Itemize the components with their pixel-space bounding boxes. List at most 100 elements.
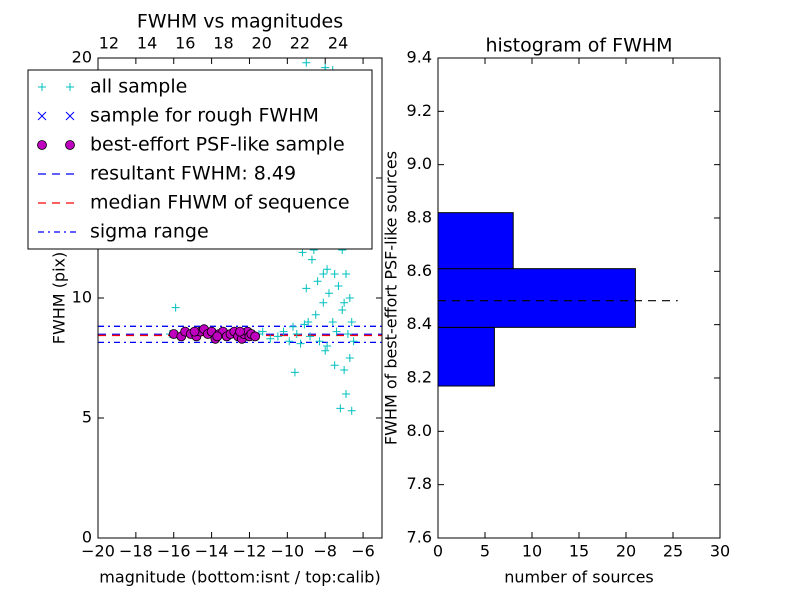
y-tick-label: 0 <box>82 528 92 547</box>
axes-frame <box>97 57 383 539</box>
y-tick-label: 7.6 <box>407 528 432 547</box>
x2-tick-label: 18 <box>213 34 233 53</box>
x-tick-label: −16 <box>157 542 191 561</box>
x-tick-label: 10 <box>522 542 542 561</box>
point <box>212 331 223 342</box>
x-tick-label: 20 <box>616 542 636 561</box>
legend-label: all sample <box>90 76 187 98</box>
legend-marker <box>65 111 75 121</box>
y-tick-label: 9.4 <box>407 48 432 67</box>
point <box>342 270 351 278</box>
point <box>340 298 349 307</box>
bar <box>437 212 514 270</box>
y-tick-label: 5 <box>82 408 92 427</box>
axes-frame <box>437 57 721 539</box>
point <box>330 270 339 278</box>
legend-label: resultant FWHM: 8.49 <box>90 163 296 185</box>
y-tick-label: 9.0 <box>407 154 432 173</box>
point <box>304 318 313 326</box>
x-tick-label: −20 <box>81 542 115 561</box>
x2-tick-label: 14 <box>137 34 157 53</box>
legend-label: best-effort PSF-like sample <box>90 134 345 156</box>
legend-label: median FHWM of sequence <box>90 192 350 214</box>
point <box>323 342 332 350</box>
chart-title: histogram of FWHM <box>485 35 672 57</box>
point <box>319 270 328 278</box>
x2-tick-label: 22 <box>290 34 310 53</box>
point <box>235 326 245 337</box>
point <box>340 366 349 374</box>
point <box>343 330 352 338</box>
point <box>349 337 358 346</box>
point <box>324 289 333 298</box>
x-tick-label: 0 <box>433 542 443 561</box>
y-tick-label: 7.8 <box>407 474 432 493</box>
point <box>342 390 351 398</box>
point <box>311 310 320 319</box>
point <box>258 327 267 336</box>
x2-tick-label: 16 <box>175 34 195 53</box>
point <box>302 58 311 67</box>
y-axis-label: FWHM of best-effort PSF-like sources <box>382 151 401 445</box>
legend-box <box>27 69 373 250</box>
point <box>171 303 180 312</box>
point <box>250 331 261 342</box>
x-axis-label: number of sources <box>504 568 654 587</box>
point <box>307 255 316 264</box>
legend: all sample sample for rough FWHM best-effo… <box>27 69 373 250</box>
chart-title: FWHM vs magnitudes <box>137 11 343 33</box>
point <box>336 404 345 413</box>
point <box>323 265 332 274</box>
x2-tick-label: 24 <box>328 34 348 53</box>
x-tick-label: 25 <box>663 542 683 561</box>
legend-marker <box>65 140 75 150</box>
point <box>347 318 356 326</box>
point <box>302 284 311 293</box>
point <box>332 327 341 336</box>
x2-tick-label: 20 <box>251 34 271 53</box>
y-tick-label: 8.0 <box>407 421 432 440</box>
y-tick-label: 8.8 <box>407 208 432 227</box>
x-tick-label: −10 <box>270 542 304 561</box>
x-tick-label: −12 <box>233 542 267 561</box>
point <box>290 368 299 377</box>
point <box>321 346 330 355</box>
point <box>292 330 301 338</box>
point <box>279 327 288 336</box>
y-tick-label: 8.2 <box>407 368 432 387</box>
point <box>296 339 305 348</box>
point <box>285 337 294 346</box>
legend-marker <box>38 83 46 91</box>
y-axis-label: FWHM (pix) <box>50 252 69 345</box>
x-tick-label: 15 <box>569 542 589 561</box>
x-axis-label: magnitude (bottom:isnt / top:calib) <box>99 568 380 587</box>
point <box>289 322 298 331</box>
x-tick-label: 30 <box>710 542 730 561</box>
point <box>330 361 339 370</box>
point <box>306 332 315 341</box>
y-tick-label: 8.6 <box>407 261 432 280</box>
x-tick-label: −6 <box>351 542 375 561</box>
point <box>328 318 337 326</box>
x-tick-label: −8 <box>313 542 337 561</box>
y-tick-label: 20 <box>72 48 92 67</box>
x-tick-label: 5 <box>480 542 490 561</box>
x-tick-label: −14 <box>195 542 229 561</box>
bar <box>437 326 495 387</box>
point <box>313 277 322 286</box>
legend-marker <box>37 140 47 150</box>
point <box>298 248 307 257</box>
point <box>189 326 200 337</box>
point <box>266 334 275 343</box>
legend-label: sample for rough FWHM <box>90 105 319 127</box>
x-tick-label: −18 <box>119 542 153 561</box>
point <box>345 354 354 362</box>
legend-label: sigma range <box>90 221 209 243</box>
point <box>315 337 324 346</box>
bar <box>437 268 636 328</box>
y-tick-label: 10 <box>72 288 92 307</box>
y-tick-label: 8.4 <box>407 314 432 333</box>
point <box>347 406 356 415</box>
point <box>338 306 347 314</box>
